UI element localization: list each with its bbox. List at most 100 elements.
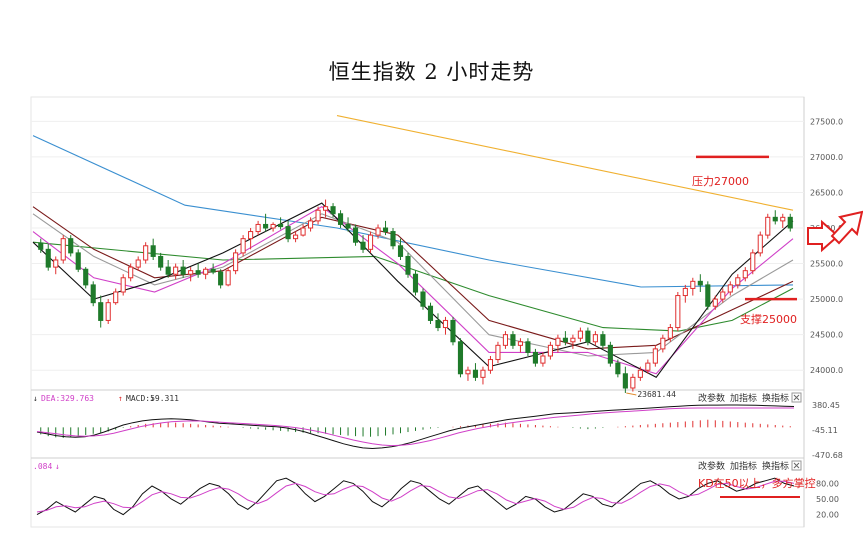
macd-axis: 380.45 -45.11 -470.68 — [812, 401, 843, 460]
candle-body — [525, 341, 531, 353]
kd-label-group: .084 ↓ — [33, 462, 60, 471]
candle-body — [592, 334, 598, 343]
candle-body — [495, 344, 501, 361]
candle-body — [645, 362, 651, 371]
candle-body — [75, 252, 81, 270]
price-tick-label: 25500.0 — [810, 260, 843, 269]
candle-body — [203, 268, 209, 275]
kd-tool-switch[interactable]: 换指标 — [762, 460, 789, 472]
candle-body — [158, 255, 164, 268]
candle-body — [585, 330, 591, 343]
candle-body — [532, 351, 538, 364]
ma-line-ma_gray — [32, 213, 794, 357]
candle-body — [697, 280, 703, 286]
candle-body — [90, 284, 96, 304]
moving-averages — [32, 115, 794, 379]
ma-line-ma_blue — [32, 135, 794, 288]
candle-body — [248, 231, 254, 240]
macd-dif-line — [36, 404, 795, 450]
candle-body — [615, 362, 621, 375]
candle-body — [510, 334, 516, 346]
close-icon[interactable] — [791, 392, 802, 403]
ma-line-ma_black — [32, 202, 794, 379]
kd-tools: 改参数 加指标 换指标 — [698, 460, 802, 472]
candle-body — [540, 355, 546, 364]
candle-body — [630, 376, 636, 389]
candle-body — [285, 226, 291, 240]
macd-tool-params[interactable]: 改参数 — [698, 392, 725, 404]
macd-tool-add[interactable]: 加指标 — [730, 392, 757, 404]
candle-body — [412, 273, 419, 293]
macd-tick-label: -470.68 — [812, 451, 843, 460]
candle-body — [293, 234, 299, 240]
support-label: 支撑25000 — [740, 312, 797, 326]
candle-body — [705, 284, 711, 307]
kd-tick-label: 50.00 — [816, 495, 839, 504]
candle-body — [180, 266, 186, 275]
candle-body — [337, 213, 344, 225]
kd-tool-add[interactable]: 加指标 — [730, 460, 757, 472]
candle-body — [787, 216, 793, 229]
candle-body — [465, 369, 471, 375]
macd-value-label: MACD:59.311 — [126, 394, 179, 403]
down-arrow-icon: ↓ — [33, 394, 38, 403]
candle-body — [780, 216, 786, 222]
candle-body — [188, 270, 194, 275]
price-tick-label: 27000.0 — [810, 153, 843, 162]
candle-body — [750, 252, 756, 272]
candle-body — [420, 291, 426, 307]
candle-body — [405, 255, 411, 275]
candle-body — [450, 319, 456, 343]
candle-body — [472, 369, 479, 378]
candle-body — [322, 206, 329, 211]
kd-tool-params[interactable]: 改参数 — [698, 460, 725, 472]
candle-body — [233, 252, 239, 272]
candle-body — [53, 259, 59, 268]
candle-body — [60, 238, 66, 261]
candle-body — [652, 348, 658, 364]
macd-tools: 改参数 加指标 换指标 — [698, 392, 802, 404]
candle-body — [772, 216, 778, 222]
candle-body — [720, 291, 726, 300]
kd-annotation: KD在50以上，多方掌控 — [698, 476, 816, 490]
candle-body — [300, 227, 306, 236]
down-arrow-icon: ↓ — [150, 394, 155, 403]
candle-body — [382, 227, 389, 233]
candle-body — [675, 295, 681, 329]
candle-body — [225, 270, 231, 286]
candle-body — [218, 271, 224, 286]
candle-body — [457, 341, 464, 375]
price-tick-label: 26500.0 — [810, 188, 843, 197]
down-arrow-icon: ↓ — [55, 462, 60, 471]
candle-body — [150, 245, 156, 257]
candle-body — [637, 369, 643, 378]
candle-body — [562, 337, 568, 343]
candle-body — [375, 227, 381, 236]
candle-body — [622, 373, 628, 389]
candle-body — [577, 330, 583, 339]
macd-panel — [36, 404, 795, 450]
candle-body — [727, 284, 733, 293]
min-price-label: 23681.44 — [637, 390, 676, 399]
page-title: 恒生指数 2 小时走势 — [328, 60, 535, 84]
kd-panel — [36, 477, 795, 516]
candle-body — [270, 223, 276, 229]
candle-body — [165, 266, 171, 275]
candle-body — [487, 359, 494, 371]
candle-body — [68, 238, 74, 254]
close-icon[interactable] — [791, 460, 802, 471]
candle-body — [255, 223, 261, 233]
min-price-pointer — [626, 392, 637, 396]
candle-body — [308, 220, 314, 229]
candle-body — [360, 241, 366, 250]
resistance-label: 压力27000 — [692, 175, 749, 188]
arrow-up-right-icon — [830, 210, 863, 245]
candle-body — [547, 344, 553, 357]
macd-tool-switch[interactable]: 换指标 — [762, 392, 789, 404]
macd-label-group: ↓ DEA:329.763 ↑ MACD:59.311 ↓ — [33, 394, 179, 403]
kd-axis: 80.00 50.00 20.00 — [816, 479, 839, 519]
kd-d-line — [36, 480, 795, 513]
candle-body — [607, 344, 613, 364]
candle-body — [442, 319, 449, 329]
